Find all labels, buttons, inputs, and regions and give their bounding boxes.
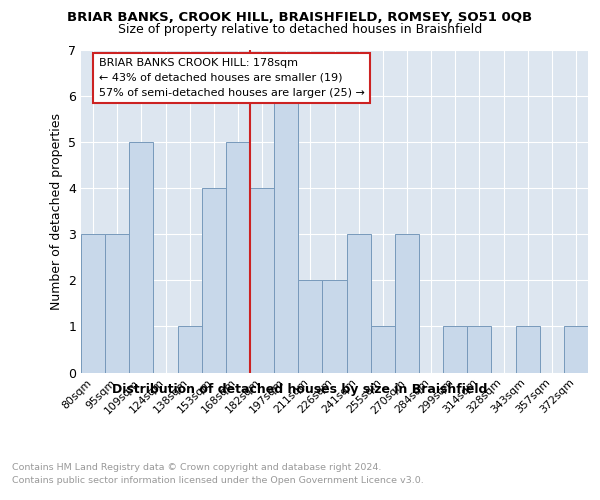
Text: Size of property relative to detached houses in Braishfield: Size of property relative to detached ho… (118, 22, 482, 36)
Bar (515, 326, 540, 372)
Text: Distribution of detached houses by size in Braishfield: Distribution of detached houses by size … (112, 382, 488, 396)
Bar (322, 280, 347, 372)
Bar (395, 234, 419, 372)
Bar (467, 326, 491, 372)
Bar (81, 234, 105, 372)
Bar (371, 326, 395, 372)
Y-axis label: Number of detached properties: Number of detached properties (50, 113, 62, 310)
Bar (226, 142, 250, 372)
Bar (564, 326, 588, 372)
Bar (105, 234, 129, 372)
Text: Contains public sector information licensed under the Open Government Licence v3: Contains public sector information licen… (12, 476, 424, 485)
Text: BRIAR BANKS CROOK HILL: 178sqm
← 43% of detached houses are smaller (19)
57% of : BRIAR BANKS CROOK HILL: 178sqm ← 43% of … (99, 58, 365, 98)
Bar (347, 234, 371, 372)
Bar (202, 188, 226, 372)
Bar (129, 142, 154, 372)
Bar (298, 280, 322, 372)
Bar (250, 188, 274, 372)
Bar (274, 96, 298, 372)
Bar (178, 326, 202, 372)
Bar (443, 326, 467, 372)
Text: Contains HM Land Registry data © Crown copyright and database right 2024.: Contains HM Land Registry data © Crown c… (12, 462, 382, 471)
Text: BRIAR BANKS, CROOK HILL, BRAISHFIELD, ROMSEY, SO51 0QB: BRIAR BANKS, CROOK HILL, BRAISHFIELD, RO… (67, 11, 533, 24)
